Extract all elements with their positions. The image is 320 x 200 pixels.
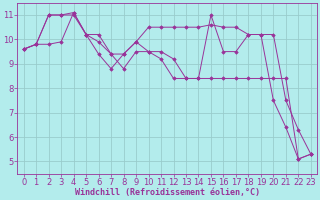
X-axis label: Windchill (Refroidissement éolien,°C): Windchill (Refroidissement éolien,°C) [75, 188, 260, 197]
